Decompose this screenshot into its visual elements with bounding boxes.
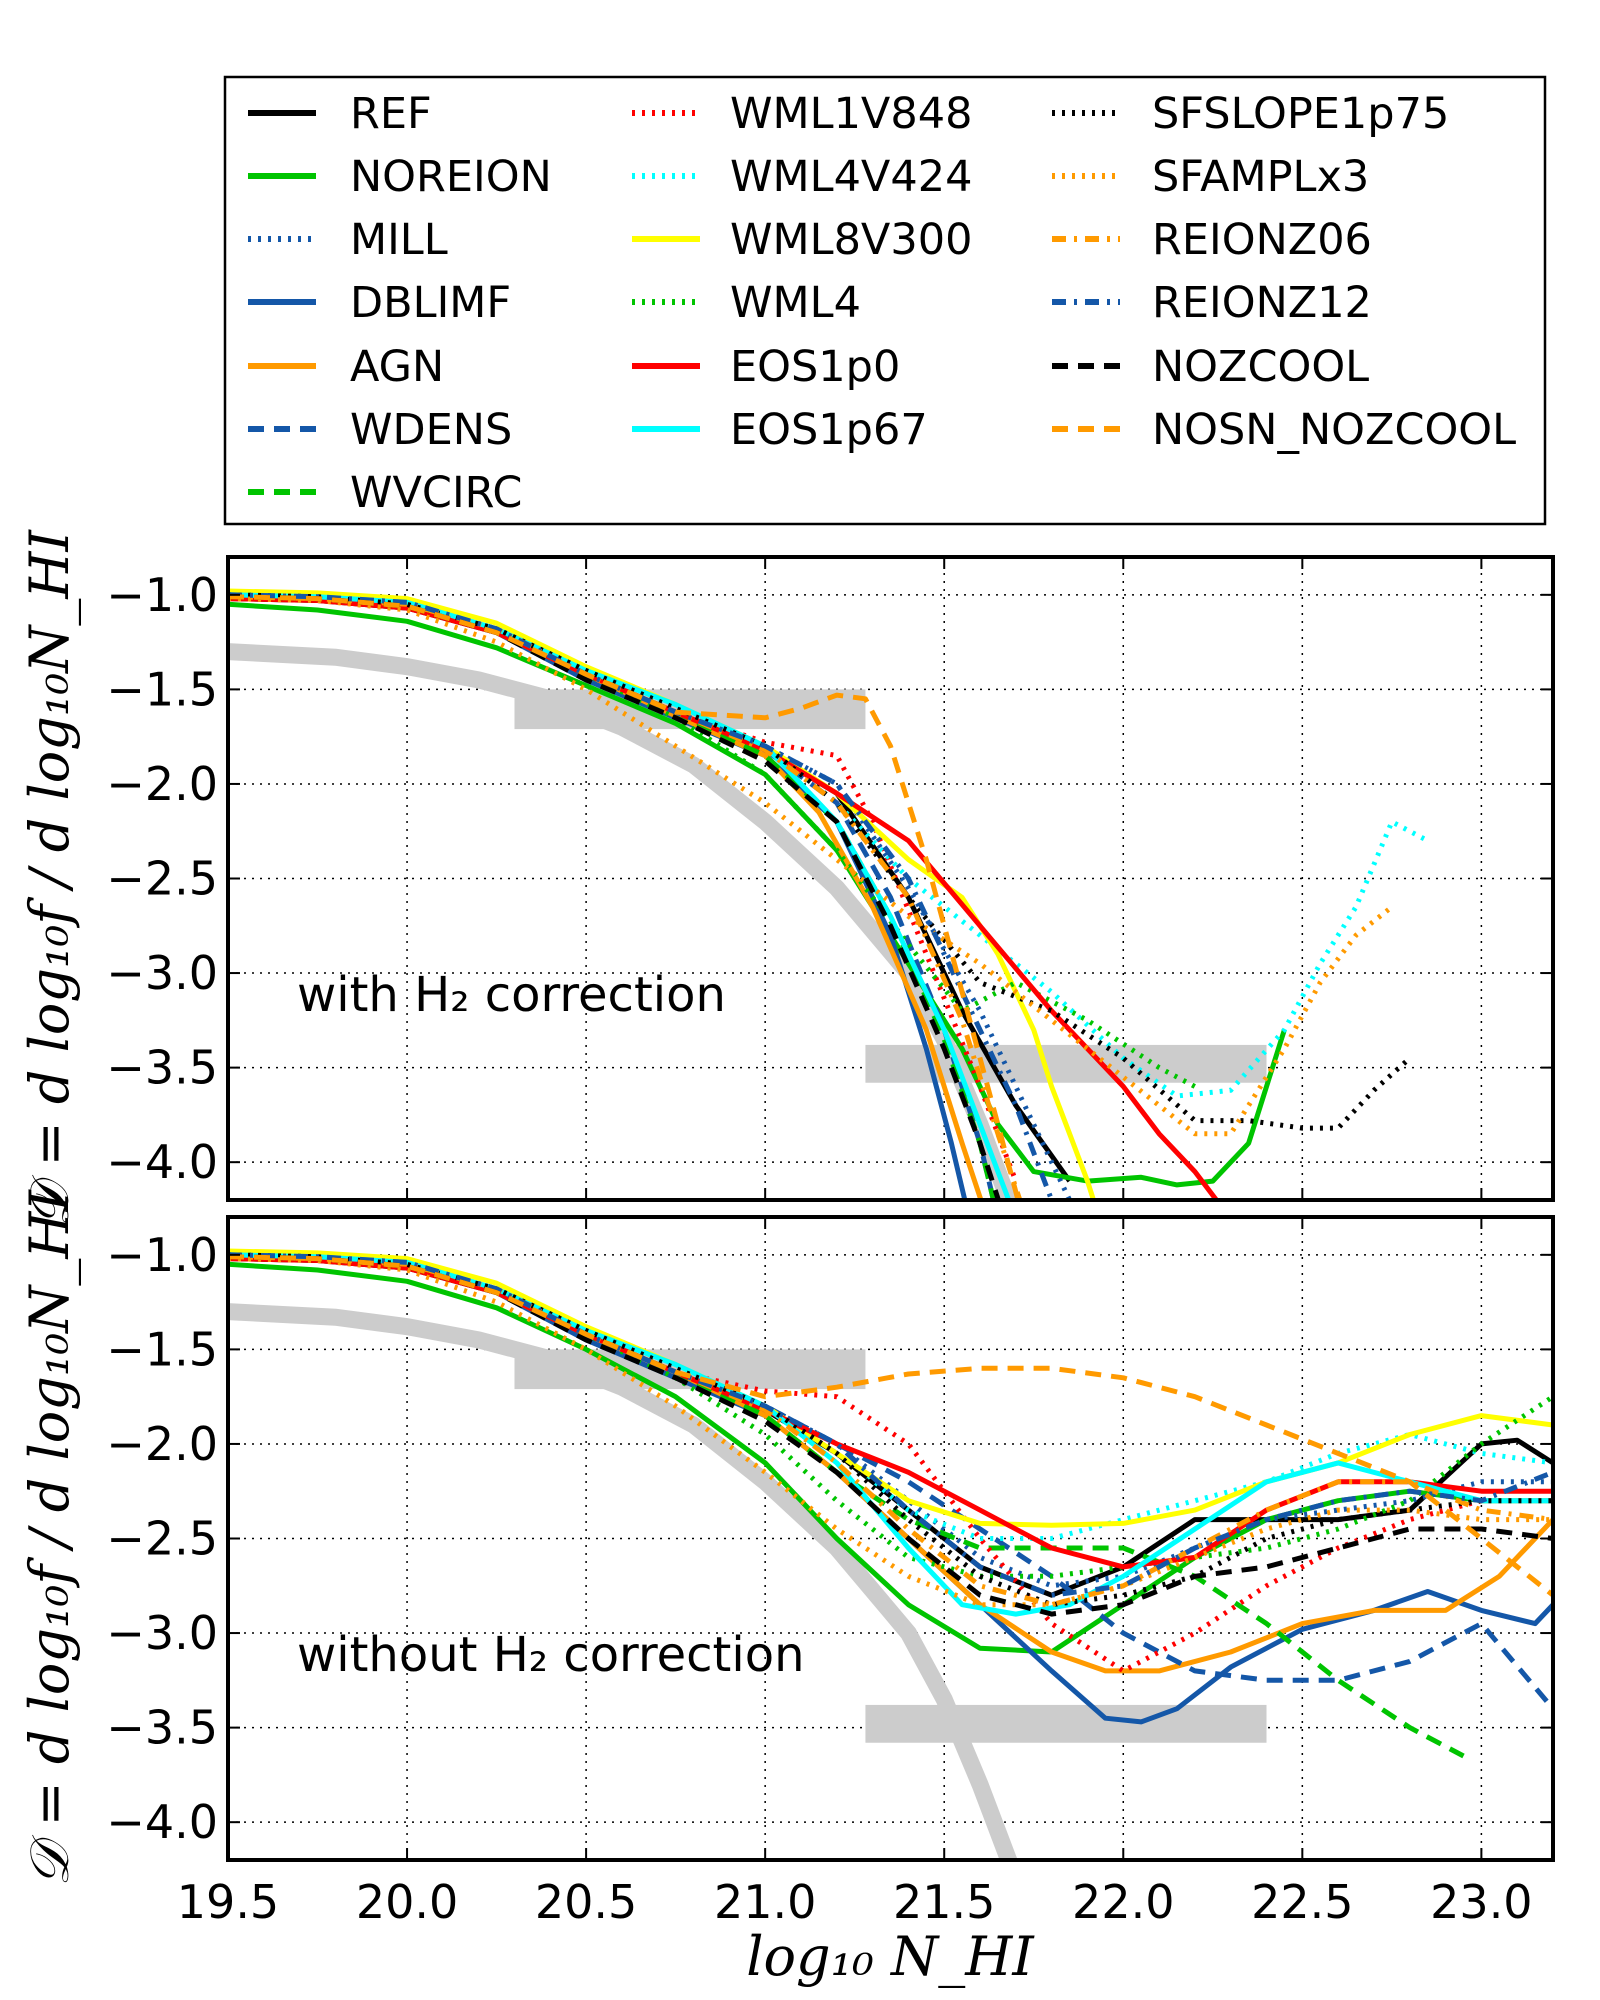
axis-labels: 𝒟 = d log₁₀f / d log₁₀N_HI𝒟 = d log₁₀f /… <box>18 529 1035 1988</box>
y-axis-label: 𝒟 = d log₁₀f / d log₁₀N_HI <box>18 1189 81 1887</box>
series-line-wdens <box>228 1252 1553 1711</box>
series-line-reionz12 <box>228 592 1054 1200</box>
y-tick-label: −2.5 <box>106 852 218 906</box>
series-line-sfslope1p75 <box>228 1252 1553 1608</box>
x-tick-label: 22.0 <box>1072 1875 1174 1929</box>
y-tick-label: −4.0 <box>106 1795 218 1849</box>
x-axis-label: log₁₀ N_HI <box>746 1925 1035 1988</box>
series-line-wml8v300 <box>228 588 1097 1200</box>
series-line-nosn-nozcool <box>228 594 1021 1200</box>
y-tick-label: −2.5 <box>106 1512 218 1566</box>
x-tick-label: 21.0 <box>714 1875 816 1929</box>
legend-label-wvcirc: WVCIRC <box>350 468 522 518</box>
series-line-reionz06 <box>228 1254 1553 1608</box>
x-tick-label: 23.0 <box>1430 1875 1532 1929</box>
observation-curve <box>228 643 1018 1200</box>
series-line-sfamplx3 <box>228 1256 1553 1608</box>
y-tick-label: −4.0 <box>106 1135 218 1189</box>
legend-label-sfamplx3: SFAMPLx3 <box>1152 152 1369 202</box>
series-line-nosn-nozcool <box>228 1254 1553 1598</box>
legend-label-wml4v424: WML4V424 <box>730 152 972 202</box>
y-axis-label: 𝒟 = d log₁₀f / d log₁₀N_HI <box>18 529 81 1227</box>
panel-bottom: −1.0 −1.5 −2.0 −2.5 −3.0 −3.5 −4.0 19.5 20.0 20.5… <box>106 1215 1555 1929</box>
legend-label-wml8v300: WML8V300 <box>730 215 972 265</box>
series-line-wml8v300 <box>228 1248 1553 1528</box>
y-tick-label: −2.0 <box>106 1417 218 1471</box>
series-line-nozcool <box>228 1254 1553 1617</box>
observation-curve <box>228 1303 1018 1860</box>
y-tick-label: −3.0 <box>106 1606 218 1660</box>
panel-top: −1.0 −1.5 −2.0 −2.5 −3.0 −3.5 −4.0 with H₂ corr… <box>106 555 1555 1202</box>
x-tick-label: 22.5 <box>1251 1875 1353 1929</box>
legend-label-agn: AGN <box>350 342 444 392</box>
series-line-sfslope1p75 <box>228 592 1412 1131</box>
plot-frame <box>226 555 1555 1202</box>
legend-label-wml4: WML4 <box>730 278 861 328</box>
series-line-wml4 <box>228 1254 1553 1579</box>
legend-label-dblimf: DBLIMF <box>350 278 511 328</box>
observation-box-2 <box>865 1704 1267 1743</box>
legend-label-nozcool: NOZCOOL <box>1152 342 1369 392</box>
legend-label-wml1v848: WML1V848 <box>730 89 972 139</box>
legend-box <box>223 75 1547 526</box>
series-line-reionz12 <box>228 1252 1553 1598</box>
legend-label-mill: MILL <box>350 215 448 265</box>
grid <box>228 557 1553 1200</box>
y-tick-label: −1.0 <box>106 568 218 622</box>
y-tick-label: −3.0 <box>106 946 218 1000</box>
series-line-wml4v424 <box>228 1252 1553 1541</box>
legend-label-reionz12: REIONZ12 <box>1152 278 1372 328</box>
grid <box>228 1217 1553 1860</box>
y-tick-label: −1.5 <box>106 1322 218 1376</box>
series-line-ref <box>228 596 1072 1183</box>
legend: REF NOREION MILL DBLIMF AGN WDENS WVCIRC WML1V8… <box>223 75 1547 526</box>
x-tick-label: 20.5 <box>535 1875 637 1929</box>
y-tick-label: −1.5 <box>106 662 218 716</box>
y-tick-label: −3.5 <box>106 1701 218 1755</box>
legend-label-sfslope1p75: SFSLOPE1p75 <box>1152 89 1449 139</box>
series-line-mill <box>228 1254 1553 1589</box>
legend-label-eos1p67: EOS1p67 <box>730 405 928 455</box>
x-tick-label: 21.5 <box>893 1875 995 1929</box>
series-line-eos1p67 <box>228 1252 1553 1617</box>
y-tick-label: −2.0 <box>106 757 218 811</box>
panel-annotation: without H₂ correction <box>297 1627 805 1683</box>
panel-annotation: with H₂ correction <box>297 967 726 1023</box>
plot-frame <box>226 1215 1555 1862</box>
legend-label-reionz06: REIONZ06 <box>1152 215 1372 265</box>
legend-label-eos1p0: EOS1p0 <box>730 342 900 392</box>
y-tick-label: −3.5 <box>106 1041 218 1095</box>
legend-label-noreion: NOREION <box>350 152 552 202</box>
legend-label-wdens: WDENS <box>350 405 512 455</box>
x-tick-label: 19.5 <box>177 1875 279 1929</box>
series-line-eos1p67 <box>228 592 1012 1200</box>
legend-label-nosn-nozcool: NOSN_NOZCOOL <box>1152 405 1516 455</box>
legend-label-ref: REF <box>350 89 432 139</box>
y-tick-label: −1.0 <box>106 1228 218 1282</box>
x-tick-label: 20.0 <box>356 1875 458 1929</box>
